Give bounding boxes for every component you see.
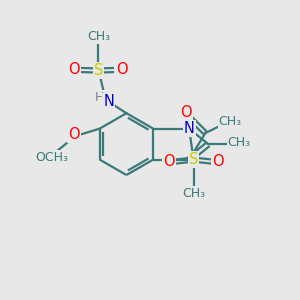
Text: CH₃: CH₃ (87, 30, 110, 43)
Text: CH₃: CH₃ (218, 115, 242, 128)
Text: CH₃: CH₃ (228, 136, 251, 149)
Text: N: N (103, 94, 114, 109)
Text: O: O (180, 105, 191, 120)
Text: S: S (94, 63, 103, 78)
Text: CH₃: CH₃ (182, 187, 205, 200)
Text: O: O (212, 154, 224, 169)
Text: O: O (68, 62, 80, 77)
Text: O: O (164, 154, 175, 169)
Text: N: N (184, 121, 195, 136)
Text: S: S (189, 152, 198, 167)
Text: H: H (95, 91, 104, 104)
Text: O: O (116, 62, 127, 77)
Text: O: O (68, 127, 80, 142)
Text: OCH₃: OCH₃ (35, 151, 68, 164)
